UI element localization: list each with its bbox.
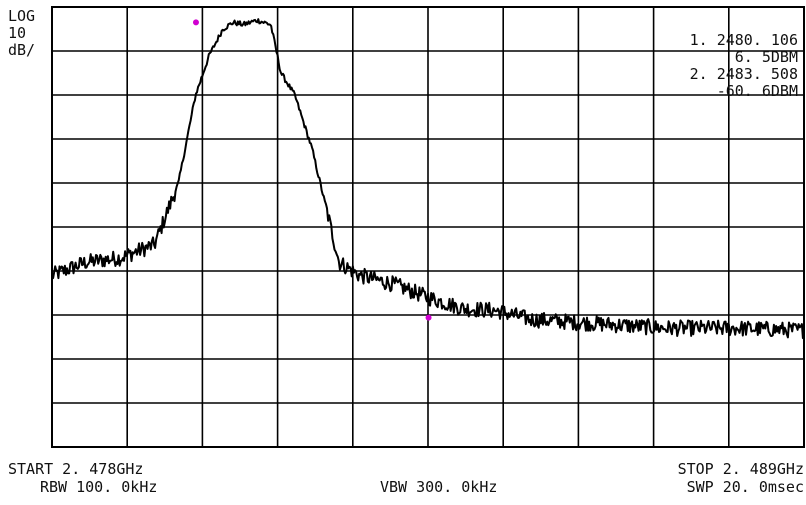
scale-div-label: 10 (8, 24, 27, 42)
marker-group (192, 19, 432, 321)
marker-2-point (425, 314, 432, 321)
marker-1-point (192, 19, 199, 26)
rbw-label: RBW 100. 0kHz (40, 478, 158, 496)
scale-mode-label: LOG (8, 7, 36, 25)
sweep-time-label: SWP 20. 0msec (686, 478, 804, 496)
trace-line (51, 18, 805, 340)
stop-freq-label: STOP 2. 489GHz (677, 460, 804, 478)
start-freq-label: START 2. 478GHz (8, 460, 144, 478)
marker1-level-readout: 6. 5DBM (734, 48, 798, 66)
scale-unit-label: dB/ (8, 41, 36, 59)
marker2-freq-readout: 2. 2483. 508 (689, 65, 798, 83)
vbw-label: VBW 300. 0kHz (380, 478, 498, 496)
marker2-level-readout: -60. 6DBM (716, 82, 798, 100)
marker1-freq-readout: 1. 2480. 106 (689, 31, 798, 49)
